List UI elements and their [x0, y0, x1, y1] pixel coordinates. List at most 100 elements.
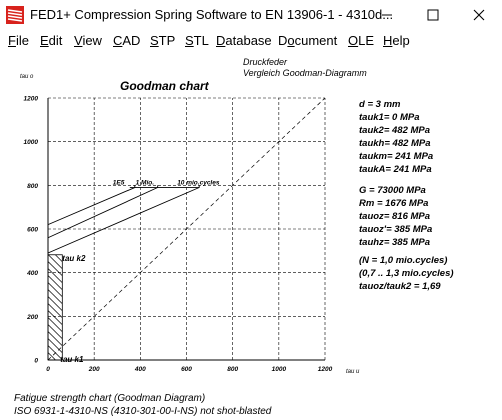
menu-cad[interactable]: CAD: [113, 33, 140, 48]
menu-stp-rest: TP: [158, 33, 176, 48]
hatch-line: [47, 282, 63, 298]
hatch-line: [48, 254, 63, 270]
hatch-line: [47, 310, 63, 326]
hatch-line: [47, 268, 63, 284]
menu-ole-rest: LE: [358, 33, 375, 48]
param-rm: Rm = 1676 MPa: [359, 198, 428, 209]
goodman-chart: 0 200 400 600 800 1000 1200 0 200 400 600 800 1000 12…: [14, 57, 454, 417]
text-layer: 0 200 400 600 800 1000 1200 0 200 400 600 800 1000 12…: [24, 96, 333, 374]
app-spring-icon: [6, 6, 24, 24]
minimize-icon: [382, 14, 392, 16]
hatch-line: [47, 359, 49, 361]
y-axis-label: tau o: [20, 74, 34, 80]
series-line-3: [47, 185, 200, 254]
hatch-line: [47, 303, 63, 319]
param-tauhz: tauhz= 385 MPa: [359, 237, 430, 248]
note-cycle-range: (0,7 .. 1,3 mio.cycles): [359, 268, 454, 279]
menu-stp-accel: S: [150, 33, 159, 48]
param-taukm: taukm= 241 MPa: [359, 151, 433, 162]
hatch-line: [47, 289, 63, 305]
hatch-line: [47, 275, 63, 291]
maximize-icon: [427, 9, 439, 21]
menu-ole-accel: O: [348, 33, 359, 48]
series-line-1: [47, 185, 136, 226]
menu-database[interactable]: Database: [216, 33, 272, 48]
menu-ole[interactable]: OLE: [348, 33, 374, 48]
hatch-line: [47, 261, 63, 277]
footer-line2: ISO 6931-1-4310-NS (4310-301-00-I-NS) no…: [14, 406, 272, 417]
hatch-line: [47, 345, 63, 361]
series-label-3: 10 mio.cycles: [177, 180, 220, 187]
x-axis-label: tau u: [346, 369, 360, 375]
menu-bar: File Edit View CAD STP STL Database Docu…: [0, 30, 502, 52]
hatch-line: [47, 331, 63, 347]
menu-database-rest: atabase: [225, 33, 272, 48]
param-taukh: taukh= 482 MPa: [359, 138, 431, 149]
x-tick-label-400: 400: [134, 366, 146, 373]
minimize-button[interactable]: [364, 0, 410, 30]
param-tauk1: tauk1= 0 MPa: [359, 112, 419, 123]
menu-edit-rest: dit: [48, 33, 63, 48]
close-button[interactable]: [456, 0, 502, 30]
series-line-2: [47, 185, 159, 239]
menu-stl-accel: S: [185, 33, 194, 48]
menu-document[interactable]: Document: [278, 33, 337, 48]
y-tick-label-800: 800: [27, 183, 38, 190]
menu-cad-accel: C: [113, 33, 123, 48]
window-title: FED1+ Compression Spring Software to EN …: [30, 7, 394, 22]
series-label-1: 1E5: [113, 180, 125, 187]
tau-k1-label: tau k1: [60, 355, 84, 364]
param-tauoz: tauoz= 816 MPa: [359, 211, 430, 222]
header-line1: Druckfeder: [243, 57, 288, 67]
param-d: d = 3 mm: [359, 99, 401, 110]
menu-stl-rest: TL: [193, 33, 209, 48]
note-ratio: tauoz/tauk2 = 1,69: [359, 281, 441, 292]
header-line2: Vergleich Goodman-Diagramm: [243, 68, 367, 78]
x-tick-label-0: 0: [46, 366, 50, 373]
menu-file-accel: F: [8, 33, 16, 48]
param-g: G = 73000 MPa: [359, 185, 426, 196]
chart-title: Goodman chart: [120, 79, 210, 93]
hatch-line: [55, 254, 63, 263]
drawing-canvas: 0 200 400 600 800 1000 1200 0 200 400 600 800 1000 12…: [0, 52, 502, 420]
y-tick-label-1000: 1000: [24, 139, 39, 146]
title-bar: FED1+ Compression Spring Software to EN …: [0, 0, 502, 30]
y-tick-label-0: 0: [34, 358, 38, 365]
footer-line1: Fatigue strength chart (Goodman Diagram): [14, 393, 205, 404]
x-tick-label-800: 800: [227, 366, 238, 373]
maximize-button[interactable]: [410, 0, 456, 30]
menu-file[interactable]: File: [8, 33, 29, 48]
menu-cad-rest: AD: [122, 33, 141, 48]
y-tick-label-600: 600: [27, 227, 38, 234]
menu-document-o: o: [287, 33, 295, 48]
menu-file-rest: ile: [15, 33, 29, 48]
diagonal-line: [47, 97, 326, 361]
menu-stp[interactable]: STP: [150, 33, 175, 48]
param-tauka: taukA= 241 MPa: [359, 164, 432, 175]
menu-document-first: D: [278, 33, 288, 48]
x-tick-label-1200: 1200: [318, 366, 333, 373]
menu-stl[interactable]: STL: [185, 33, 209, 48]
y-tick-label-200: 200: [26, 314, 38, 321]
menu-help-rest: elp: [392, 33, 410, 48]
x-tick-label-600: 600: [181, 366, 192, 373]
mark-layer: [47, 97, 326, 361]
close-icon: [473, 9, 485, 21]
y-tick-label-1200: 1200: [24, 96, 39, 103]
menu-edit-accel: E: [40, 33, 49, 48]
param-tauk2: tauk2= 482 MPa: [359, 125, 430, 136]
menu-view-accel: V: [74, 33, 83, 48]
y-tick-label-400: 400: [26, 270, 38, 277]
x-tick-label-200: 200: [88, 366, 100, 373]
menu-view[interactable]: View: [74, 33, 102, 48]
hatch-line: [47, 317, 63, 333]
note-cycles: (N = 1,0 mio.cycles): [359, 255, 447, 266]
x-tick-label-1000: 1000: [272, 366, 287, 373]
menu-help-accel: H: [383, 33, 393, 48]
menu-database-accel: D: [216, 33, 226, 48]
param-tauoz-prime: tauoz'= 385 MPa: [359, 224, 432, 235]
menu-edit[interactable]: Edit: [40, 33, 62, 48]
menu-help[interactable]: Help: [383, 33, 410, 48]
hatch-line: [47, 296, 63, 312]
tau-k2-label: tau k2: [62, 254, 86, 263]
